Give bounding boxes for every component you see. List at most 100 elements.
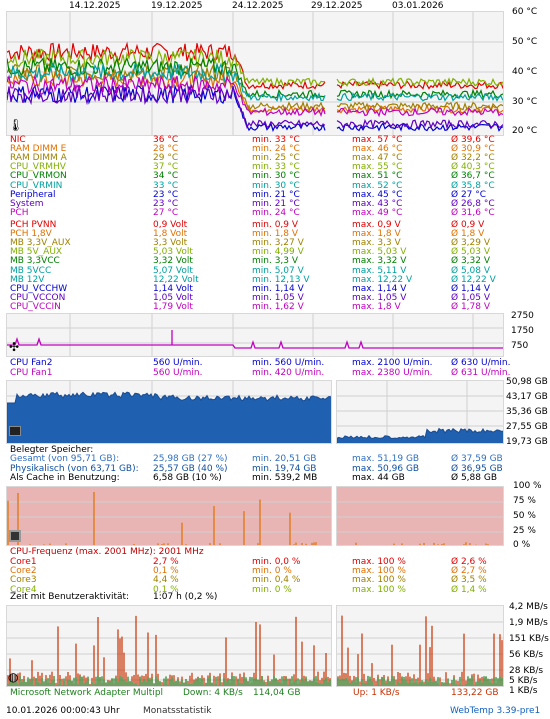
stat-name: MB 5V_AUX [10, 247, 63, 258]
network-plot-right [337, 615, 503, 686]
stat-min: min. 3,3 V [252, 256, 299, 267]
stat-name: CPU_VCCIN [10, 301, 61, 312]
stat-name: CPU_VRMIN [10, 180, 63, 191]
stat-avg: Ø 31,6 °C [451, 207, 495, 218]
stat-cur: 0,1 % [153, 584, 179, 595]
stat-max: max. 51 °C [352, 171, 403, 182]
stat-avg: Ø 1,05 V [451, 292, 491, 303]
temp-series-line [336, 122, 503, 132]
stat-name: Core2 [10, 566, 37, 577]
fan-axis-label: 1750 [511, 326, 534, 336]
stat-cur: 33 °C [153, 180, 179, 191]
fan-axis-label: 750 [511, 341, 529, 351]
mem-axis-label: 19,73 GB [506, 437, 548, 447]
cpu-axis-label: 50 % [513, 511, 536, 521]
temp-series-line [336, 106, 503, 118]
stat-name: CPU Fan2 [10, 358, 53, 368]
stat-max: max. 46 °C [352, 144, 403, 155]
temp-series-line [336, 92, 503, 102]
stat-cur: 0,1 % [153, 566, 179, 577]
date-label: 19.12.2025 [151, 1, 203, 11]
stat-name: MB 3,3V_AUX [10, 238, 71, 249]
stat-max: max. 1,05 V [352, 292, 407, 303]
stat-max: max. 57 °C [352, 135, 403, 145]
stat-name: Peripheral [10, 189, 56, 200]
stat-name: Core4 [10, 584, 37, 595]
stat-avg: Ø 27 °C [451, 189, 487, 200]
stat-cur: 28 °C [153, 144, 179, 155]
stat-avg: Ø 32,2 °C [451, 153, 495, 164]
stat-avg: Ø 39,6 °C [451, 135, 495, 145]
stat-max: max. 3,32 V [352, 256, 407, 267]
stat-cur: 23 °C [153, 189, 179, 200]
stat-name: NIC [10, 135, 26, 145]
stat-cur: 0,9 Volt [153, 220, 188, 230]
date-label: 24.12.2025 [232, 1, 284, 11]
stat-avg: Ø 630 U/min. [451, 358, 511, 368]
memory-area [7, 391, 331, 443]
stat-max: max. 1,8 V [352, 229, 401, 240]
fan-table: CPU Fan2 560 U/min. min. 560 U/min. max. 21… [0, 358, 550, 380]
mem-axis-label: 50,98 GB [506, 377, 548, 387]
stat-name: PCH 1,8V [10, 229, 52, 240]
cpu-plot-right [337, 501, 503, 545]
memory-plot-right [337, 381, 503, 443]
temp-axis-label: 40 °C [512, 67, 538, 77]
stat-cur: 25,98 GB (27 %) [153, 454, 228, 464]
stat-cur: 5,03 Volt [153, 247, 193, 258]
fan-graph [6, 313, 504, 357]
network-stats-row: Microsoft Network Adapter Multipl Down: … [0, 688, 550, 699]
net-axis-label: 1,9 MB/s [509, 618, 548, 628]
stat-min: min. 24 °C [252, 207, 300, 218]
network-down-rate: Down: 4 KB/s [183, 688, 243, 698]
temp-axis-label: 60 °C [512, 7, 538, 17]
stat-avg: Ø 2,7 % [451, 566, 487, 577]
stat-min: min. 21 °C [252, 198, 300, 209]
stat-avg: Ø 12,22 V [451, 274, 496, 285]
stat-name: RAM DIMM E [10, 144, 67, 155]
stat-max: max. 51,19 GB [352, 454, 420, 464]
temp-series-line [336, 118, 503, 130]
footer-timestamp: 10.01.2026 00:00:43 Uhr [6, 706, 120, 716]
stat-max: max. 45 °C [352, 189, 403, 200]
memory-plot-left [7, 381, 331, 443]
stat-cur: 3,32 Volt [153, 256, 193, 267]
stat-cur: 34 °C [153, 171, 179, 182]
fan-icon: ✣ [9, 340, 20, 354]
network-icon: ◍ [8, 670, 19, 684]
stat-avg: Ø 0,9 V [451, 220, 485, 230]
footer-version-link[interactable]: WebTemp 3.39-pre1 [450, 706, 541, 716]
date-label: 29.12.2025 [311, 1, 363, 11]
stat-avg: Ø 3,32 V [451, 256, 491, 267]
stat-max: max. 47 °C [352, 153, 403, 164]
stat-name: MB 5VCC [10, 265, 52, 276]
temperature-graph [6, 11, 504, 136]
cpu-axis-label: 100 % [513, 481, 542, 491]
stat-name: Als Cache in Benutzung: [10, 473, 120, 483]
mem-axis-label: 43,17 GB [506, 392, 548, 402]
stat-min: min. 420 U/min. [252, 367, 325, 378]
memory-graph-right [336, 380, 504, 444]
stat-cur: 1,79 Volt [153, 301, 193, 312]
fan-axis-label: 2750 [511, 311, 534, 321]
stat-cur: 12,22 Volt [153, 274, 199, 285]
stat-avg: Ø 5,03 V [451, 247, 491, 258]
footer-mode[interactable]: Monatsstatistik [143, 706, 212, 716]
stat-max: max. 55 °C [352, 162, 403, 173]
stat-name: CPU Fan1 [10, 367, 53, 378]
stat-cur: 36 °C [153, 135, 179, 145]
stat-min: min. 30 °C [252, 180, 300, 191]
temperature-plot [7, 12, 503, 135]
temp-series-line [336, 101, 503, 112]
stat-avg: Ø 5,08 V [451, 265, 491, 276]
cpu-plot-left [7, 492, 331, 545]
stat-min: min. 539,2 MB [252, 473, 318, 483]
stat-cur: 1,8 Volt [153, 229, 188, 240]
stat-min: min. 30 °C [252, 171, 300, 182]
stat-name: MB 3,3VCC [10, 256, 60, 267]
stat-avg: Ø 1,8 V [451, 229, 485, 240]
stat-max: max. 1,14 V [352, 283, 407, 294]
temp-series-line [336, 80, 503, 90]
stat-name: System [10, 198, 44, 209]
stat-name: CPU_VCCHW [10, 283, 68, 294]
